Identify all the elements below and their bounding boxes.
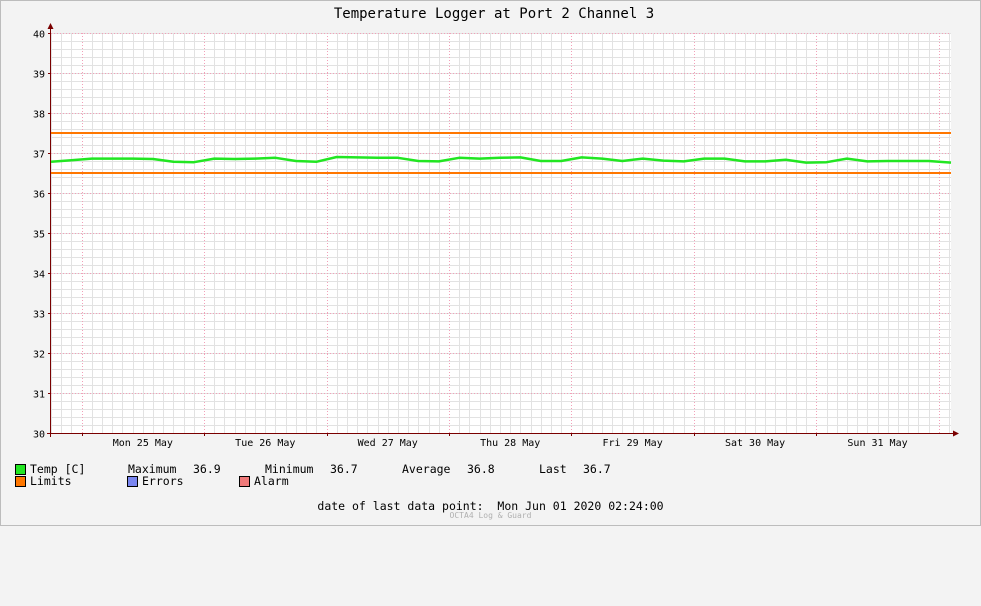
y-tick-label: 33 (33, 310, 45, 321)
y-tick-label: 38 (33, 110, 45, 121)
alarm-legend-label: Alarm (254, 474, 289, 488)
y-tick-labels: 30 31 32 33 34 35 36 37 38 39 40 (33, 30, 45, 441)
chart-title: Temperature Logger at Port 2 Channel 3 (334, 6, 654, 22)
y-tick-label: 40 (33, 30, 45, 41)
last-data-point-value: Mon Jun 01 2020 02:24:00 (497, 499, 664, 513)
minimum-value: 36.7 (330, 462, 358, 476)
axes (47, 23, 959, 437)
x-tick-label: Mon 25 May (113, 438, 173, 449)
temp-legend-label: Temp [C] (30, 462, 86, 476)
x-tick-label: Thu 28 May (480, 438, 540, 449)
x-tick-label: Sat 30 May (725, 438, 785, 449)
errors-swatch (127, 476, 138, 487)
average-label: Average (402, 462, 451, 476)
y-tick-label: 34 (33, 270, 45, 281)
x-tick-labels: Mon 25 May Tue 26 May Wed 27 May Thu 28 May… (113, 438, 908, 449)
y-tick-label: 32 (33, 350, 45, 361)
y-tick-label: 31 (33, 390, 45, 401)
y-tick-label: 39 (33, 70, 45, 81)
limits-legend-label: Limits (30, 474, 72, 488)
temp-series-line (50, 155, 952, 164)
legend-row-temp: Temp [C] Maximum 36.9 Minimum 36.7 Avera… (15, 463, 715, 476)
average-value: 36.8 (467, 462, 495, 476)
temp-swatch (15, 464, 26, 475)
x-axis-arrow (953, 430, 959, 437)
maximum-label: Maximum (128, 462, 177, 476)
alarm-swatch (239, 476, 250, 487)
series-layer (50, 132, 952, 174)
x-tick-label: Sun 31 May (847, 438, 907, 449)
last-label: Last (539, 462, 567, 476)
y-tick-label: 30 (33, 430, 45, 441)
x-tick-label: Fri 29 May (603, 438, 663, 449)
x-tick-label: Tue 26 May (235, 438, 295, 449)
last-data-point: date of last data point: Mon Jun 01 2020… (0, 499, 981, 513)
x-tick-label: Wed 27 May (358, 438, 418, 449)
errors-legend-label: Errors (142, 474, 184, 488)
temperature-chart: Temperature Logger at Port 2 Channel 3 3… (33, 6, 959, 449)
y-axis-arrow (47, 23, 54, 29)
major-grid (51, 33, 951, 434)
y-tick-label: 36 (33, 190, 45, 201)
y-tick-label: 35 (33, 230, 45, 241)
maximum-value: 36.9 (193, 462, 221, 476)
y-tick-label: 37 (33, 150, 45, 161)
watermark: OCTA4 Log & Guard (449, 511, 532, 520)
limits-swatch (15, 476, 26, 487)
minimum-label: Minimum (265, 462, 314, 476)
last-value: 36.7 (583, 462, 611, 476)
last-data-point-label: date of last data point: (317, 499, 484, 513)
legend-row-limits: Limits Errors Alarm (15, 475, 415, 488)
